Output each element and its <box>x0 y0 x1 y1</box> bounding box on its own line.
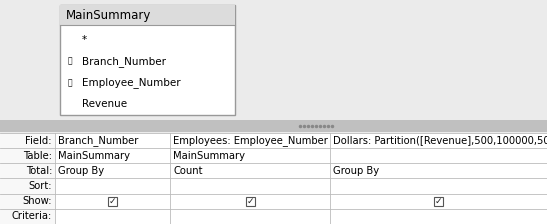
FancyBboxPatch shape <box>170 133 330 224</box>
Text: 🔑: 🔑 <box>68 57 72 66</box>
Text: ✓: ✓ <box>435 197 443 206</box>
FancyBboxPatch shape <box>246 197 254 206</box>
Text: 🔑: 🔑 <box>68 78 72 87</box>
Text: *: * <box>82 35 87 45</box>
FancyBboxPatch shape <box>55 133 170 224</box>
FancyBboxPatch shape <box>0 0 547 132</box>
Text: Employee_Number: Employee_Number <box>82 77 181 88</box>
Text: Total:: Total: <box>26 166 52 176</box>
Text: Branch_Number: Branch_Number <box>58 135 138 146</box>
Text: MainSummary: MainSummary <box>173 151 245 161</box>
Text: Show:: Show: <box>22 196 52 206</box>
FancyBboxPatch shape <box>0 133 547 224</box>
Text: Branch_Number: Branch_Number <box>82 56 166 67</box>
Text: MainSummary: MainSummary <box>58 151 130 161</box>
Text: ✓: ✓ <box>109 197 117 206</box>
Text: ✓: ✓ <box>246 197 254 206</box>
FancyBboxPatch shape <box>108 197 117 206</box>
Text: Field:: Field: <box>26 136 52 146</box>
Text: Dollars: Partition([Revenue],500,100000,5000): Dollars: Partition([Revenue],500,100000,… <box>333 136 547 146</box>
Text: Count: Count <box>173 166 202 176</box>
Text: Group By: Group By <box>58 166 104 176</box>
Text: Group By: Group By <box>333 166 379 176</box>
Text: Employees: Employee_Number: Employees: Employee_Number <box>173 135 328 146</box>
Text: Revenue: Revenue <box>82 99 127 109</box>
Text: Sort:: Sort: <box>28 181 52 191</box>
FancyBboxPatch shape <box>60 5 235 115</box>
FancyBboxPatch shape <box>330 133 547 224</box>
Text: Table:: Table: <box>23 151 52 161</box>
FancyBboxPatch shape <box>60 5 235 25</box>
Text: Criteria:: Criteria: <box>11 211 52 221</box>
Text: MainSummary: MainSummary <box>66 9 152 22</box>
FancyBboxPatch shape <box>434 197 443 206</box>
FancyBboxPatch shape <box>0 120 547 132</box>
